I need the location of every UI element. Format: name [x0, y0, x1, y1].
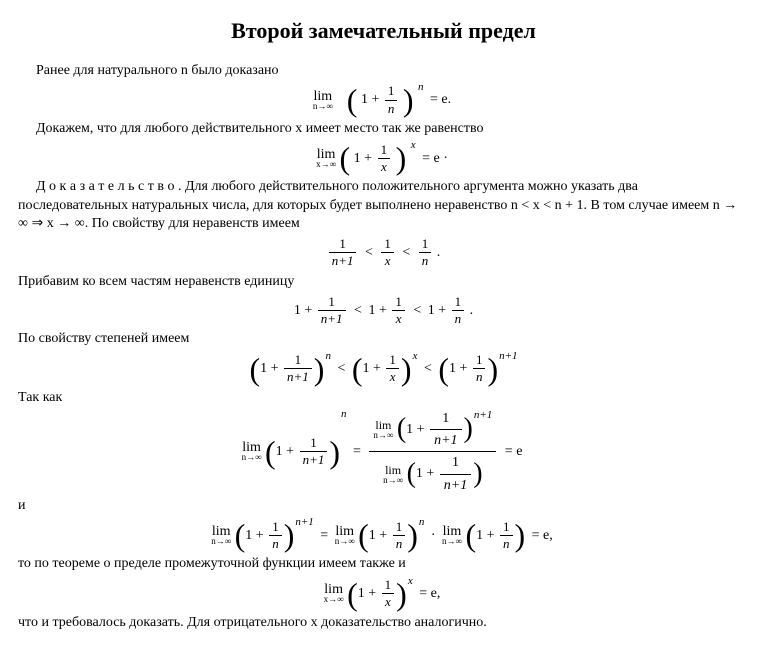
page-title: Второй замечательный предел [18, 18, 749, 44]
formula-8: lim x→∞ (1 + 1x)x = e, [18, 578, 749, 610]
exp-n: n [418, 82, 424, 93]
lim-sub: n→∞ [313, 102, 333, 111]
para-add-one: Прибавим ко всем частям неравенств едини… [18, 273, 749, 291]
formula-4: 1 + 1n+1 < 1 + 1x < 1 + 1n . [18, 295, 749, 327]
num: 1 [385, 84, 398, 100]
formula-3: 1 n+1 < 1 x < 1 n . [18, 237, 749, 269]
formula-2: lim x→∞ ( 1 + 1 x ) x = e · [18, 142, 749, 174]
proof-label: Д о к а з а т е л ь с т в о . [36, 179, 181, 194]
para-intro-1: Ранее для натурального n было доказано [18, 62, 749, 80]
para-therefore: то по теореме о пределе промежуточной фу… [18, 555, 749, 573]
den: n [385, 101, 398, 116]
formula-7: lim n→∞ (1 + 1n)n+1 = lim n→∞ (1 + 1n)n … [18, 519, 749, 551]
para-qed: что и требовалось доказать. Для отрицате… [18, 614, 749, 632]
para-powers: По свойству степеней имеем [18, 330, 749, 348]
formula-6: lim n→∞ (1 + 1n+1)n = lim n→∞ (1 + 1n+1)… [18, 411, 749, 494]
para-proof: Д о к а з а т е л ь с т в о . Для любого… [18, 178, 749, 233]
eq-e: = e. [427, 92, 454, 107]
formula-1: lim n→∞ ( 1 + 1 n ) n = e. [18, 84, 749, 116]
para-and: и [18, 497, 749, 515]
one-plus: 1 + [361, 92, 379, 107]
formula-5: (1 + 1n+1)n < (1 + 1x)x < (1 + 1n)n+1 [18, 353, 749, 385]
para-since: Так как [18, 389, 749, 407]
para-intro-2: Докажем, что для любого действительного … [18, 120, 749, 138]
